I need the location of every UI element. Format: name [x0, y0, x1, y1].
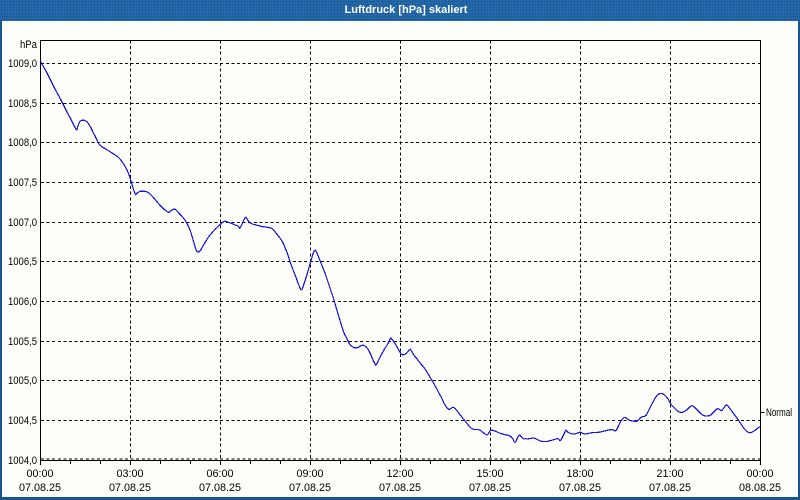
svg-text:07.08.25: 07.08.25	[109, 482, 151, 494]
svg-text:00:00: 00:00	[747, 468, 774, 480]
svg-text:07.08.25: 07.08.25	[559, 482, 601, 494]
svg-text:1007,0: 1007,0	[8, 217, 37, 229]
svg-text:1006,0: 1006,0	[8, 296, 37, 308]
svg-text:07.08.25: 07.08.25	[289, 482, 331, 494]
svg-text:07.08.25: 07.08.25	[199, 482, 241, 494]
svg-text:09:00: 09:00	[297, 468, 324, 480]
svg-text:1004,0: 1004,0	[8, 455, 37, 467]
svg-text:1005,5: 1005,5	[8, 336, 37, 348]
svg-text:1008,5: 1008,5	[8, 98, 37, 110]
svg-text:1008,0: 1008,0	[8, 137, 37, 149]
svg-text:1007,5: 1007,5	[8, 177, 37, 189]
svg-text:Normal: Normal	[766, 407, 792, 419]
svg-text:1005,0: 1005,0	[8, 375, 37, 387]
svg-text:07.08.25: 07.08.25	[19, 482, 61, 494]
svg-text:07.08.25: 07.08.25	[469, 482, 511, 494]
svg-text:00:00: 00:00	[27, 468, 54, 480]
svg-text:08.08.25: 08.08.25	[739, 482, 781, 494]
svg-text:06:00: 06:00	[207, 468, 234, 480]
svg-text:21:00: 21:00	[657, 468, 684, 480]
svg-text:18:00: 18:00	[567, 468, 594, 480]
svg-text:07.08.25: 07.08.25	[379, 482, 421, 494]
svg-text:07.08.25: 07.08.25	[649, 482, 691, 494]
svg-text:03:00: 03:00	[117, 468, 144, 480]
svg-text:1006,5: 1006,5	[8, 256, 37, 268]
svg-text:1009,0: 1009,0	[8, 58, 37, 70]
svg-text:hPa: hPa	[20, 39, 38, 51]
svg-text:12:00: 12:00	[387, 468, 414, 480]
svg-text:1004,5: 1004,5	[8, 415, 37, 427]
svg-text:15:00: 15:00	[477, 468, 504, 480]
